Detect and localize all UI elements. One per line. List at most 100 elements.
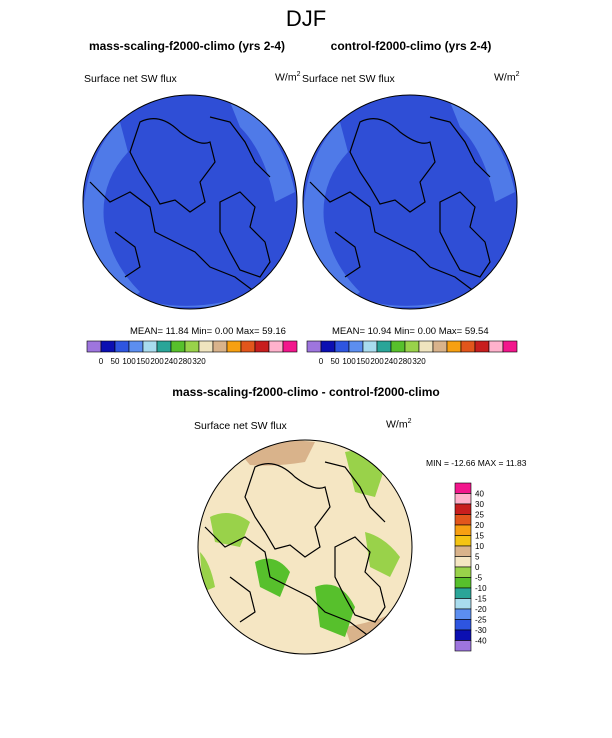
panel-2-stats: MEAN= 10.94 Min= 0.00 Max= 59.54	[332, 326, 489, 337]
panel-3-colorbar-swatch-15	[454, 640, 472, 652]
panel-3-colorbar-swatch-9	[454, 577, 472, 589]
panel-1-colorbar-swatch-5	[156, 340, 172, 353]
panel-2-colorbar-tick-label: 280	[398, 357, 412, 366]
panel-1-variable-label: Surface net SW flux	[84, 73, 177, 85]
panel-3-variable-label: Surface net SW flux	[194, 420, 287, 432]
panel-2-units: W/m2	[494, 71, 519, 84]
panel-3-colorbar-tick-label: 30	[475, 500, 484, 509]
panel-2-colorbar-swatch-14	[502, 340, 518, 353]
panel-1-polar-map	[82, 94, 298, 310]
panel-3-colorbar-tick-label: 15	[475, 532, 484, 541]
panel-1-coastline-siberia	[209, 116, 271, 178]
panel-2-colorbar-swatch-5	[376, 340, 392, 353]
panel-1-colorbar-tick-label: 200	[150, 357, 164, 366]
panel-2-colorbar-swatch-4	[362, 340, 378, 353]
panel-1-units: W/m2	[275, 71, 300, 84]
panel-2-units-exp: 2	[515, 71, 520, 78]
panel-2-coastline-america	[334, 231, 361, 278]
panel-2-mean-value: 10.94	[367, 326, 392, 337]
panel-2-coastline-greenland	[349, 118, 436, 213]
panel-1-title: mass-scaling-f2000-climo (yrs 2-4)	[88, 39, 286, 53]
panel-1-colorbar-tick-label: 320	[192, 357, 206, 366]
figure-title: DJF	[285, 6, 327, 31]
panel-3-green-patch-5	[365, 532, 400, 577]
panel-1-colorbar-tick-label: 280	[178, 357, 192, 366]
panel-2-coastline-scandinavia	[439, 191, 491, 278]
panel-1-units-text: W/m	[275, 71, 297, 84]
panel-2-colorbar-tick-label: 100	[342, 357, 356, 366]
panel-2-ocean-field	[303, 95, 517, 309]
panel-3-colorbar-tick-label: -5	[475, 574, 483, 583]
panel-1-colorbar-tick-label: 100	[122, 357, 136, 366]
panel-2-colorbar-swatch-7	[404, 340, 420, 353]
panel-2-colorbar-swatch-3	[348, 340, 364, 353]
panel-3-colorbar-swatch-1	[454, 493, 472, 505]
panel-2-colorbar: 0 50 100 150 200 240 280 320	[306, 340, 518, 366]
panel-1-coastline-eurasia	[89, 181, 271, 303]
panel-3-colorbar-tick-label: -25	[475, 616, 487, 625]
panel-1-colorbar-swatch-1	[100, 340, 116, 353]
panel-3-units: W/m2	[386, 418, 411, 431]
panel-1-mean-value: 11.84	[165, 326, 189, 337]
panel-3-colorbar-tick-label: -30	[475, 626, 487, 635]
panel-1-colorbar-tick-label: 150	[136, 357, 150, 366]
panel-1-colorbar-swatch-14	[282, 340, 298, 353]
panel-1-coastline-scandinavia	[219, 191, 271, 278]
panel-2-coastline-eurasia	[309, 181, 491, 303]
panel-3-colorbar-tick-label: -15	[475, 595, 487, 604]
panel-3-colorbar-swatch-14	[454, 629, 472, 641]
panel-1-ocean-field	[83, 95, 297, 309]
panel-2-coastline-siberia	[429, 116, 491, 178]
panel-3-colorbar-tick-label: 10	[475, 542, 484, 551]
panel-3-colorbar-swatch-2	[454, 503, 472, 515]
panel-3-coastline-greenland	[244, 463, 331, 558]
panel-2-colorbar-swatch-10	[446, 340, 462, 353]
panel-3-colorbar-swatch-5	[454, 535, 472, 547]
panel-2-map-border	[302, 94, 518, 310]
panel-3-colorbar-swatch-13	[454, 619, 472, 631]
panel-1-units-exp: 2	[296, 71, 301, 78]
panel-1-stats: MEAN= 11.84 Min= 0.00 Max= 59.16	[130, 326, 286, 337]
panel-3-title: mass-scaling-f2000-climo - control-f2000…	[172, 385, 440, 399]
panel-3-coastline-siberia	[324, 461, 386, 523]
panel-2-colorbar-swatch-6	[390, 340, 406, 353]
panel-3-polar-map	[197, 439, 413, 655]
panel-1-colorbar: 0 50 100 150 200 240 280 320	[86, 340, 298, 366]
panel-2-colorbar-swatch-9	[432, 340, 448, 353]
panel-1-min-label: Min=	[191, 326, 213, 337]
panel-3-coastline-eurasia	[204, 526, 386, 648]
panel-2-colorbar-tick-label: 50	[331, 357, 340, 366]
panel-3-colorbar-swatch-6	[454, 545, 472, 557]
panel-3-units-text: W/m	[386, 418, 408, 431]
panel-3-coastline-scandinavia	[334, 536, 386, 623]
panel-3-units-exp: 2	[407, 418, 412, 425]
panel-2-colorbar-swatch-12	[474, 340, 490, 353]
panel-3-colorbar-tick-label: 40	[475, 490, 484, 499]
panel-3-colorbar-tick-label: 0	[475, 563, 480, 572]
panel-3-colorbar-swatch-0	[454, 482, 472, 494]
panel-3-green-patch-2	[210, 513, 250, 547]
panel-3-colorbar-tick-label: -10	[475, 584, 487, 593]
panel-1-max-value: 59.16	[262, 326, 286, 337]
panel-1-colorbar-swatch-6	[170, 340, 186, 353]
panel-1-mean-label: MEAN=	[130, 326, 163, 337]
panel-1-colorbar-swatch-2	[114, 340, 130, 353]
panel-3-colorbar-swatch-3	[454, 514, 472, 526]
panel-1-colorbar-swatch-4	[142, 340, 158, 353]
panel-1-colorbar-swatch-7	[184, 340, 200, 353]
panel-2-colorbar-swatch-11	[460, 340, 476, 353]
panel-1-max-label: Max=	[236, 326, 260, 337]
panel-1-colorbar-swatch-10	[226, 340, 242, 353]
panel-2-max-value: 59.54	[464, 326, 489, 337]
panel-2-colorbar-tick-label: 150	[356, 357, 370, 366]
panel-3-min-max: MIN = -12.66 MAX = 11.83	[426, 458, 527, 468]
panel-3-colorbar-swatch-4	[454, 524, 472, 536]
panel-1-colorbar-swatch-12	[254, 340, 270, 353]
panel-2-colorbar-tick-label: 0	[319, 357, 324, 366]
panel-1-colorbar-swatch-0	[86, 340, 102, 353]
panel-3-colorbar-tick-label: 5	[475, 553, 480, 562]
panel-3-colorbar-swatch-7	[454, 556, 472, 568]
panel-3-colorbar-tick-label: 20	[475, 521, 484, 530]
panel-2-colorbar-swatch-2	[334, 340, 350, 353]
